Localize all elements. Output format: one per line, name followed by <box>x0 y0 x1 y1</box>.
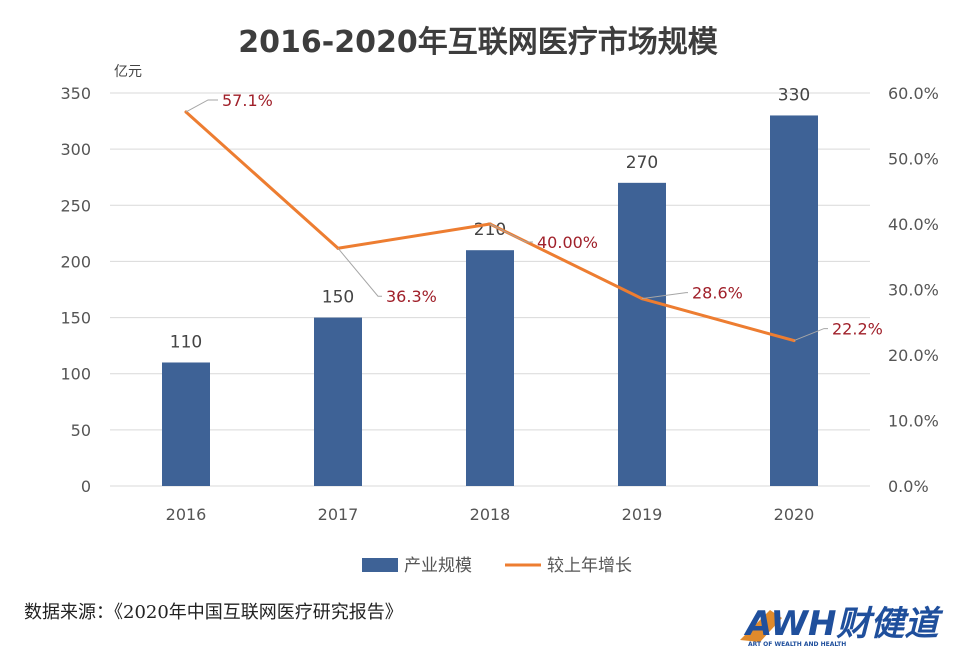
x-tick-label: 2019 <box>622 505 663 524</box>
bar <box>618 182 666 487</box>
left-axis-ticks: 0 50 100 150 200 250 300 350 <box>60 84 91 496</box>
awh-logo: AWH财健道 ART OF WEALTH AND HEALTH <box>740 604 943 648</box>
right-tick-label: 60.0% <box>888 84 939 103</box>
x-tick-label: 2020 <box>774 505 815 524</box>
left-axis-unit-label: 亿元 <box>114 64 142 80</box>
legend-bar-label: 产业规模 <box>404 556 472 576</box>
right-tick-label: 30.0% <box>888 281 939 300</box>
left-tick-label: 150 <box>60 309 91 328</box>
right-tick-label: 0.0% <box>888 477 929 496</box>
right-tick-label: 10.0% <box>888 412 939 431</box>
legend-bar-swatch <box>362 558 398 572</box>
chart-title: 2016-2020年互联网医疗市场规模 <box>238 25 717 60</box>
growth-rate-label: 57.1% <box>222 91 273 110</box>
growth-rate-label: 40.00% <box>537 233 598 252</box>
growth-data-labels: 57.1% 36.3% 40.00% 28.6% 22.2% <box>185 91 883 342</box>
bar-value-label: 330 <box>778 85 810 105</box>
label-leader-line <box>641 292 688 300</box>
x-tick-label: 2017 <box>318 505 359 524</box>
left-tick-label: 300 <box>60 140 91 159</box>
right-tick-label: 20.0% <box>888 346 939 365</box>
left-tick-label: 350 <box>60 84 91 103</box>
legend-line-label: 较上年增长 <box>547 556 632 576</box>
right-axis-ticks: 0.0% 10.0% 20.0% 30.0% 40.0% 50.0% 60.0% <box>888 84 939 496</box>
growth-line-segment <box>640 297 796 343</box>
left-tick-label: 0 <box>81 477 91 496</box>
left-tick-label: 100 <box>60 365 91 384</box>
label-leader-line <box>793 328 828 342</box>
label-leader-line <box>489 223 533 243</box>
bar <box>314 317 362 486</box>
left-tick-label: 200 <box>60 252 91 271</box>
growth-rate-label: 28.6% <box>692 284 743 303</box>
source-note: 数据来源：《2020年中国互联网医疗研究报告》 <box>24 602 403 623</box>
left-tick-label: 250 <box>60 196 91 215</box>
logo-text: AWH财健道 <box>743 604 943 644</box>
growth-line-segment <box>184 110 340 250</box>
logo-swoosh-icon <box>740 610 782 642</box>
growth-rate-label: 36.3% <box>386 287 437 306</box>
x-axis-ticks: 2016 2017 2018 2019 2020 <box>166 505 815 524</box>
label-leader-line <box>337 247 382 297</box>
label-leader-line <box>185 99 218 113</box>
right-tick-label: 50.0% <box>888 150 939 169</box>
right-tick-label: 40.0% <box>888 215 939 234</box>
growth-line-segment <box>336 222 492 250</box>
bar <box>466 250 514 486</box>
bar-value-label: 270 <box>626 153 658 173</box>
left-tick-label: 50 <box>71 421 91 440</box>
growth-rate-label: 22.2% <box>832 320 883 339</box>
x-tick-label: 2016 <box>166 505 207 524</box>
x-tick-label: 2018 <box>470 505 511 524</box>
bar <box>770 115 818 486</box>
bar-value-label: 110 <box>170 332 202 352</box>
logo-tagline: ART OF WEALTH AND HEALTH <box>748 641 846 648</box>
bar-series <box>162 115 818 487</box>
bar-value-label: 150 <box>322 288 354 308</box>
bar <box>162 362 210 486</box>
legend: 产业规模 较上年增长 <box>362 556 632 576</box>
